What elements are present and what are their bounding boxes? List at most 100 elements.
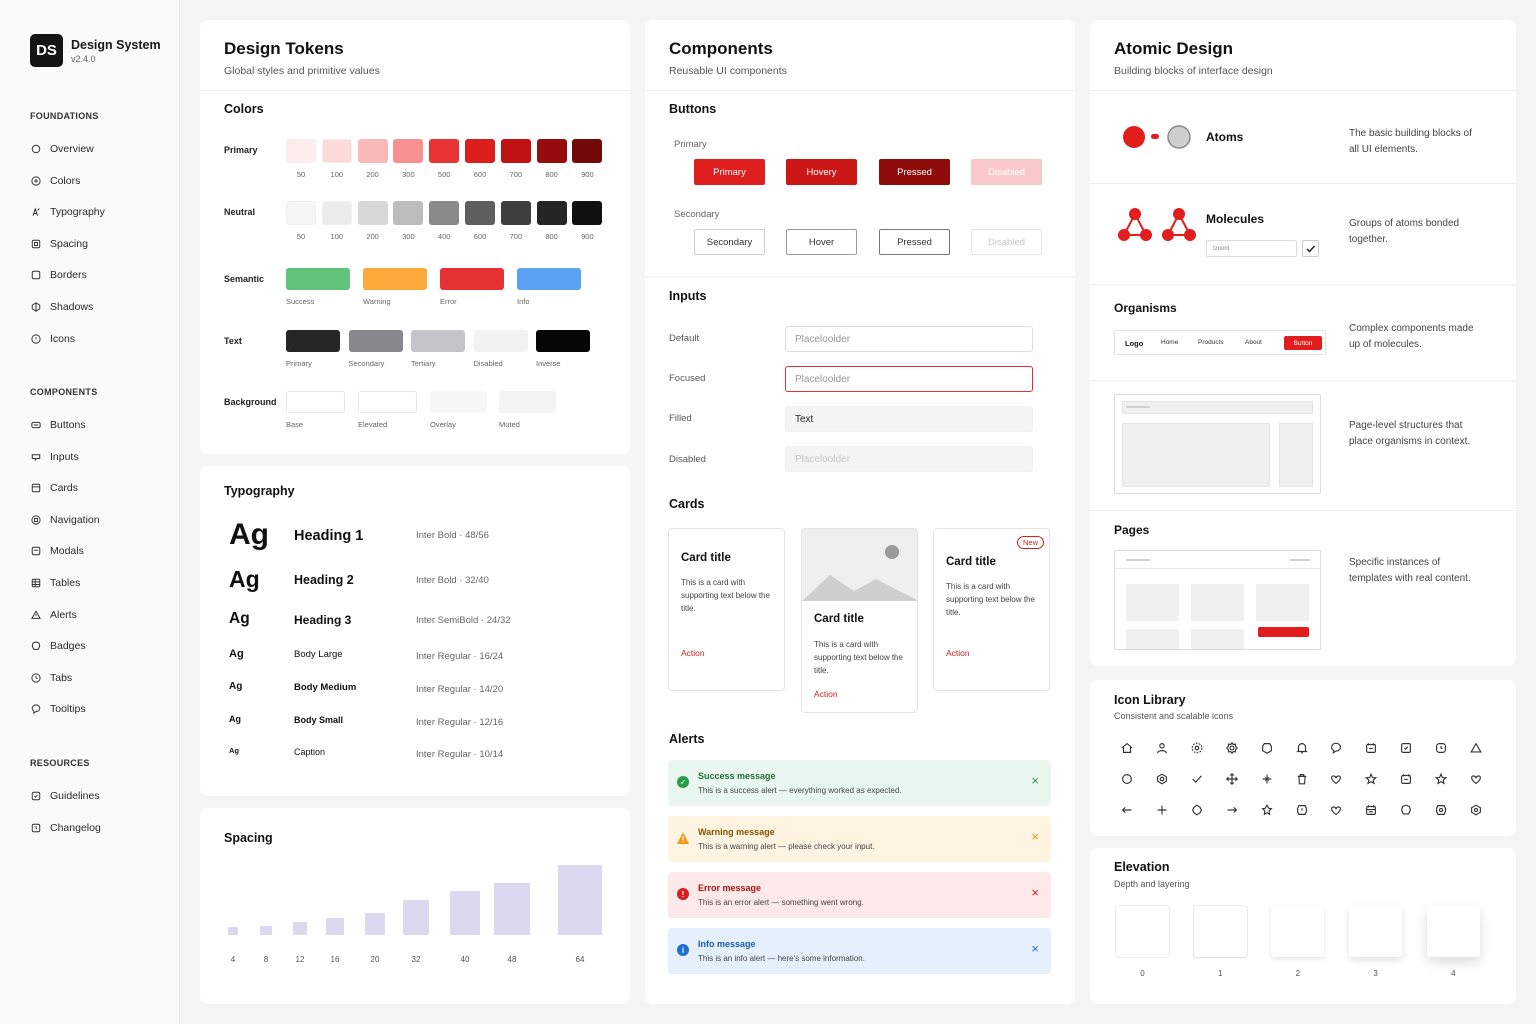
molecule-input[interactable]: Iznont: [1206, 240, 1297, 257]
semantic-swatch[interactable]: [440, 268, 504, 290]
sidebar-item-cards[interactable]: Cards: [30, 482, 78, 494]
color-swatch[interactable]: [357, 201, 388, 225]
chat-icon[interactable]: [1328, 740, 1344, 756]
close-icon[interactable]: ×: [1031, 885, 1039, 900]
semantic-swatch[interactable]: [517, 268, 581, 290]
secondary-disabled-button[interactable]: Disabled: [971, 229, 1042, 255]
color-swatch[interactable]: [286, 201, 316, 225]
sidebar-item-buttons[interactable]: Buttons: [30, 419, 86, 431]
warning-icon[interactable]: [1468, 740, 1484, 756]
badge-icon[interactable]: [1398, 802, 1414, 818]
heart-outline-icon[interactable]: [1468, 771, 1484, 787]
card-action[interactable]: Action: [814, 689, 838, 699]
card-with-image[interactable]: Card title This is a card with supportin…: [801, 528, 918, 713]
sidebar-item-tooltips[interactable]: Tooltips: [30, 703, 86, 715]
background-swatch[interactable]: [499, 391, 556, 413]
sidebar-item-modals[interactable]: Modals: [30, 545, 84, 557]
timer-icon[interactable]: [1294, 802, 1310, 818]
card-action[interactable]: Action: [681, 648, 705, 658]
calendar-icon[interactable]: [1363, 740, 1379, 756]
primary-hover-button[interactable]: Hovery: [786, 159, 857, 185]
bell-icon[interactable]: [1294, 740, 1310, 756]
color-swatch[interactable]: [465, 201, 495, 225]
text-color-swatch[interactable]: [411, 330, 465, 352]
sidebar-item-colors[interactable]: Colors: [30, 175, 80, 187]
background-swatch[interactable]: [430, 391, 487, 413]
card-action[interactable]: Action: [946, 648, 970, 658]
text-color-swatch[interactable]: [286, 330, 340, 352]
color-swatch[interactable]: [536, 139, 567, 163]
color-swatch[interactable]: [393, 139, 424, 163]
sidebar-item-alerts[interactable]: Alerts: [30, 609, 77, 621]
sidebar-item-spacing[interactable]: Spacing: [30, 238, 88, 250]
color-swatch[interactable]: [572, 139, 603, 163]
plus-icon[interactable]: [1154, 802, 1170, 818]
circle-icon[interactable]: [1119, 771, 1135, 787]
navbar-link-home[interactable]: Home: [1161, 339, 1179, 346]
navbar-link-products[interactable]: Products: [1198, 339, 1224, 346]
sidebar-item-badges[interactable]: Badges: [30, 640, 86, 652]
disabled-input[interactable]: Placeloolder: [785, 446, 1033, 472]
close-icon[interactable]: ×: [1031, 773, 1039, 788]
color-swatch[interactable]: [321, 201, 352, 225]
card[interactable]: Card title This is a card with supportin…: [668, 528, 785, 691]
calendar-icon[interactable]: [1398, 771, 1414, 787]
color-swatch[interactable]: [429, 201, 460, 225]
checkmark-icon[interactable]: [1189, 771, 1205, 787]
semantic-swatch[interactable]: [363, 268, 427, 290]
secondary-pressed-button[interactable]: Pressed: [879, 229, 950, 255]
color-swatch[interactable]: [500, 201, 531, 225]
user-icon[interactable]: [1154, 740, 1170, 756]
move-icon[interactable]: [1224, 771, 1240, 787]
close-icon[interactable]: ×: [1031, 941, 1039, 956]
hex-gear-icon[interactable]: [1468, 802, 1484, 818]
sidebar-item-inputs[interactable]: Inputs: [30, 451, 79, 463]
filled-input[interactable]: Text: [785, 406, 1033, 432]
color-swatch[interactable]: [321, 139, 352, 163]
sidebar-item-navigation[interactable]: Navigation: [30, 514, 100, 526]
color-swatch[interactable]: [286, 139, 316, 163]
clock-icon[interactable]: [1433, 740, 1449, 756]
color-swatch[interactable]: [393, 201, 424, 225]
pin-icon[interactable]: [1259, 802, 1275, 818]
secondary-button[interactable]: Secondary: [694, 229, 765, 255]
heart-icon[interactable]: [1328, 771, 1344, 787]
navbar-button[interactable]: Button: [1284, 336, 1322, 350]
settings-icon[interactable]: [1189, 740, 1205, 756]
sidebar-item-tables[interactable]: Tables: [30, 577, 80, 589]
star-outline-icon[interactable]: [1433, 771, 1449, 787]
navbar-link-about[interactable]: About: [1245, 339, 1262, 346]
color-swatch[interactable]: [572, 201, 603, 225]
primary-pressed-button[interactable]: Pressed: [879, 159, 950, 185]
molecule-checkbox[interactable]: [1302, 240, 1319, 257]
hexagon-icon[interactable]: [1154, 771, 1170, 787]
cog-icon[interactable]: [1433, 802, 1449, 818]
color-swatch[interactable]: [536, 201, 567, 225]
trash-icon[interactable]: [1294, 771, 1310, 787]
home-icon[interactable]: [1119, 740, 1135, 756]
shield-icon[interactable]: [1259, 740, 1275, 756]
navbar-logo[interactable]: Logo: [1125, 339, 1144, 348]
background-swatch[interactable]: [358, 391, 417, 413]
primary-button[interactable]: Primary: [694, 159, 765, 185]
color-swatch[interactable]: [465, 139, 495, 163]
calendar-grid-icon[interactable]: [1363, 802, 1379, 818]
sidebar-item-icons[interactable]: Icons: [30, 333, 75, 345]
text-color-swatch[interactable]: [473, 330, 528, 352]
gear-icon[interactable]: [1224, 740, 1240, 756]
color-swatch[interactable]: [429, 139, 460, 163]
like-icon[interactable]: [1328, 802, 1344, 818]
brand[interactable]: DS Design System v2.4.0: [30, 34, 161, 67]
secondary-hover-button[interactable]: Hover: [786, 229, 857, 255]
check-square-icon[interactable]: [1398, 740, 1414, 756]
sidebar-item-typography[interactable]: Typography: [30, 206, 105, 218]
sidebar-item-tabs[interactable]: Tabs: [30, 672, 72, 684]
color-swatch[interactable]: [500, 139, 531, 163]
arrow-right-icon[interactable]: [1224, 802, 1240, 818]
star-icon[interactable]: [1363, 771, 1379, 787]
sidebar-item-changelog[interactable]: Changelog: [30, 822, 101, 834]
compass-icon[interactable]: [1189, 802, 1205, 818]
background-swatch[interactable]: [286, 391, 345, 413]
close-icon[interactable]: ×: [1031, 829, 1039, 844]
text-color-swatch[interactable]: [536, 330, 590, 352]
